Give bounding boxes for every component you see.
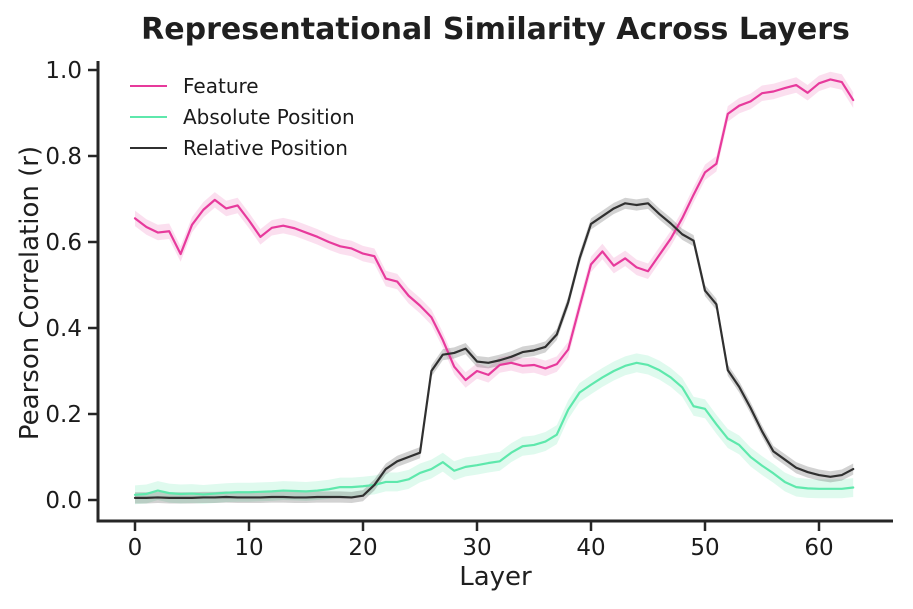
series-line-0: [133, 78, 855, 382]
legend-label-relative-position: Relative Position: [183, 136, 348, 160]
series-line-2: [133, 202, 855, 499]
x-tick-label: 60: [804, 535, 833, 561]
legend-item-relative-position: Relative Position: [130, 136, 355, 160]
series-band-0: [135, 71, 854, 388]
x-tick-label: 10: [234, 535, 263, 561]
y-tick-label: 0.0: [45, 488, 82, 514]
legend-line-absolute-position-icon: [130, 116, 167, 118]
series-line-1: [133, 361, 855, 496]
y-axis-label: Pearson Correlation (r): [15, 145, 45, 441]
legend-label-feature: Feature: [183, 74, 259, 98]
x-axis-label: Layer: [459, 562, 532, 592]
y-tick-label: 0.4: [45, 316, 82, 342]
x-tick-label: 50: [690, 535, 719, 561]
y-tick-label: 0.2: [45, 402, 82, 428]
x-tick-label: 30: [462, 535, 491, 561]
y-tick-label: 1.0: [45, 58, 82, 84]
y-tick-label: 0.6: [45, 230, 82, 256]
chart-title: Representational Similarity Across Layer…: [141, 12, 850, 47]
x-tick-label: 40: [576, 535, 605, 561]
legend-label-absolute-position: Absolute Position: [183, 105, 355, 129]
x-tick-label: 20: [348, 535, 377, 561]
x-tick-label: 0: [128, 535, 143, 561]
legend-line-relative-position-icon: [130, 147, 167, 149]
legend-item-absolute-position: Absolute Position: [130, 105, 355, 129]
chart-legend: Feature Absolute Position Relative Posit…: [130, 74, 355, 160]
legend-item-feature: Feature: [130, 74, 355, 98]
legend-line-feature-icon: [130, 85, 167, 87]
y-tick-label: 0.8: [45, 144, 82, 170]
series-band-1: [135, 353, 854, 505]
